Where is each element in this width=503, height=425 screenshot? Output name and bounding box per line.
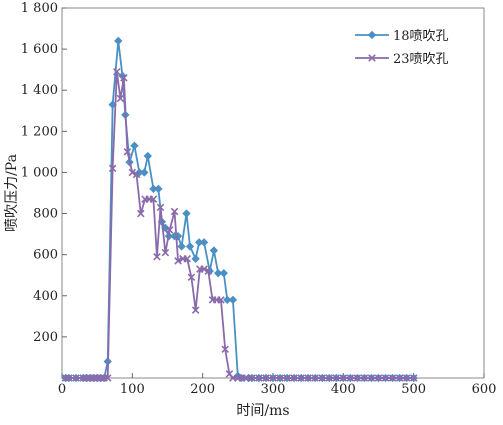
data-point — [228, 295, 238, 305]
data-point — [374, 374, 383, 382]
data-point — [269, 374, 277, 382]
data-point — [276, 374, 284, 382]
data-point — [290, 374, 298, 382]
data-point — [318, 374, 326, 382]
data-point — [221, 345, 229, 353]
data-point — [156, 203, 165, 212]
data-point — [161, 248, 170, 257]
data-point — [153, 252, 161, 261]
x-tick-label: 100 — [120, 382, 145, 397]
data-point — [367, 30, 377, 40]
data-point — [283, 374, 291, 382]
data-point — [262, 374, 270, 382]
data-point — [143, 151, 152, 161]
data-point — [248, 374, 256, 382]
y-axis-title: 喷吹压力/Pa — [4, 154, 20, 232]
data-point — [72, 374, 80, 382]
data-point — [187, 273, 196, 282]
data-point — [223, 295, 232, 305]
data-point — [199, 238, 209, 247]
x-axis-title: 时间/ms — [236, 403, 289, 419]
data-point — [204, 267, 213, 275]
y-tick-label: 1 400 — [21, 83, 58, 98]
data-point — [360, 374, 369, 382]
x-tick-label: 300 — [261, 382, 286, 397]
data-point — [123, 148, 132, 156]
data-point — [368, 54, 376, 62]
y-tick-label: 1 800 — [21, 1, 58, 16]
x-tick-label: 400 — [331, 382, 356, 397]
data-point — [353, 374, 362, 382]
x-tick-label: 0 — [58, 382, 66, 397]
data-point — [154, 184, 163, 194]
data-point — [219, 269, 228, 278]
legend-label: 18喷吹孔 — [393, 29, 449, 44]
series-layer — [61, 36, 418, 383]
data-point — [114, 36, 123, 46]
y-tick-label: 1 200 — [21, 124, 58, 139]
y-tick-label: 400 — [33, 289, 58, 304]
x-tick-label: 600 — [472, 382, 497, 397]
data-point — [332, 374, 341, 382]
data-point — [381, 374, 390, 382]
y-tick-label: 1 000 — [21, 165, 58, 180]
data-point — [217, 296, 225, 304]
data-point — [174, 257, 182, 265]
data-point — [395, 374, 404, 382]
legend-entry: 18喷吹孔 — [355, 29, 449, 44]
data-point — [402, 374, 411, 382]
data-point — [200, 265, 208, 273]
data-point — [149, 195, 158, 203]
series-line — [65, 39, 414, 379]
data-point — [185, 242, 195, 251]
data-point — [120, 74, 128, 82]
x-tick-label: 200 — [190, 382, 215, 397]
data-point — [65, 374, 73, 382]
data-point — [311, 374, 319, 382]
data-point — [113, 67, 121, 76]
data-point — [137, 209, 145, 218]
data-point — [297, 374, 305, 382]
data-point — [388, 374, 397, 382]
data-point — [304, 374, 312, 382]
data-point — [367, 374, 376, 382]
y-tick-label: 1 600 — [21, 42, 58, 57]
y-tick-label: 600 — [33, 248, 58, 263]
data-point — [409, 374, 418, 382]
data-point — [255, 374, 263, 382]
data-point — [209, 246, 219, 255]
data-point — [346, 374, 355, 382]
axes: 200 400 600 800 1 000 1 200 1 400 1 600 1 800 0 10… — [21, 1, 497, 397]
legend-entry: 23喷吹孔 — [355, 52, 449, 67]
data-point — [339, 374, 348, 382]
data-point — [116, 94, 125, 103]
data-point — [165, 226, 174, 234]
y-tick-label: 800 — [33, 207, 58, 222]
legend: 18喷吹孔 23喷吹孔 — [355, 29, 449, 67]
data-point — [191, 254, 200, 263]
data-point — [103, 374, 112, 382]
data-point — [130, 141, 139, 150]
y-tick-label: 200 — [33, 330, 58, 345]
legend-label: 23喷吹孔 — [393, 52, 449, 67]
series-2 — [61, 67, 418, 382]
data-point — [170, 207, 179, 216]
data-point — [213, 269, 223, 278]
series-line — [65, 70, 414, 379]
data-point — [140, 168, 149, 177]
data-point — [108, 164, 117, 173]
data-point — [183, 255, 191, 263]
data-point — [191, 306, 200, 314]
data-point — [242, 374, 251, 382]
data-point — [132, 170, 141, 179]
data-point — [325, 374, 334, 382]
data-point — [177, 242, 186, 251]
x-tick-label: 500 — [401, 382, 426, 397]
data-point — [182, 209, 191, 218]
data-point — [128, 168, 137, 177]
